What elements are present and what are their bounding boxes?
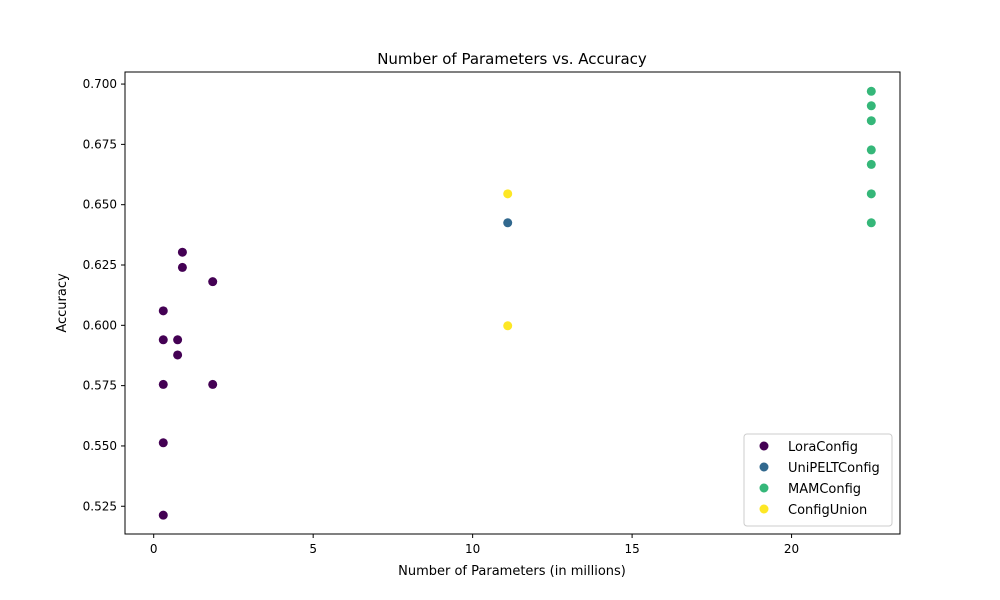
data-point-3-1	[503, 321, 513, 331]
y-axis-label: Accuracy	[55, 273, 70, 333]
data-point-0-2	[158, 379, 168, 389]
data-point-3-0	[503, 189, 513, 199]
data-point-1-0	[503, 218, 513, 228]
data-point-0-8	[177, 262, 187, 272]
data-point-2-5	[866, 189, 876, 199]
x-axis-label: Number of Parameters (in millions)	[398, 564, 626, 579]
data-point-0-5	[173, 335, 183, 345]
data-point-2-4	[866, 159, 876, 169]
y-tick-label: 0.575	[83, 379, 117, 393]
data-point-0-1	[158, 335, 168, 345]
data-point-0-6	[173, 350, 183, 360]
data-point-0-3	[158, 438, 168, 448]
y-tick-label: 0.700	[83, 77, 117, 91]
plot-area: 0 5 10 15 20 0.525 0.550 0.575 0.600 0.625 0.650 0.…	[83, 71, 901, 556]
data-point-2-3	[866, 145, 876, 155]
legend: LoraConfig UniPELTConfig MAMConfig ConfigUn…	[743, 433, 893, 527]
legend-marker	[759, 483, 769, 493]
x-tick-label: 0	[150, 542, 158, 556]
legend-marker	[759, 441, 769, 451]
plot-frame	[124, 71, 901, 535]
legend-label: ConfigUnion	[788, 503, 867, 518]
x-tick-label: 15	[624, 542, 639, 556]
legend-label: LoraConfig	[788, 440, 858, 455]
data-point-2-6	[866, 218, 876, 228]
y-tick-label: 0.600	[83, 318, 117, 332]
legend-label: UniPELTConfig	[788, 461, 880, 476]
y-tick-label: 0.550	[83, 439, 117, 453]
x-tick-label: 20	[784, 542, 799, 556]
x-tick-label: 5	[309, 542, 317, 556]
legend-marker	[759, 462, 769, 472]
legend-box	[743, 433, 893, 527]
legend-marker	[759, 504, 769, 514]
data-point-0-9	[208, 277, 218, 287]
chart-title: Number of Parameters vs. Accuracy	[377, 50, 647, 68]
data-point-0-10	[208, 379, 218, 389]
legend-label: MAMConfig	[788, 482, 861, 497]
data-point-2-0	[866, 86, 876, 96]
y-tick-label: 0.625	[83, 258, 117, 272]
data-point-0-0	[158, 306, 168, 316]
y-tick-label: 0.675	[83, 137, 117, 151]
y-tick-label: 0.525	[83, 499, 117, 513]
x-tick-label: 10	[465, 542, 480, 556]
data-point-0-7	[177, 247, 187, 257]
y-tick-label: 0.650	[83, 198, 117, 212]
data-point-2-2	[866, 116, 876, 126]
data-point-0-4	[158, 510, 168, 520]
data-point-2-1	[866, 101, 876, 111]
